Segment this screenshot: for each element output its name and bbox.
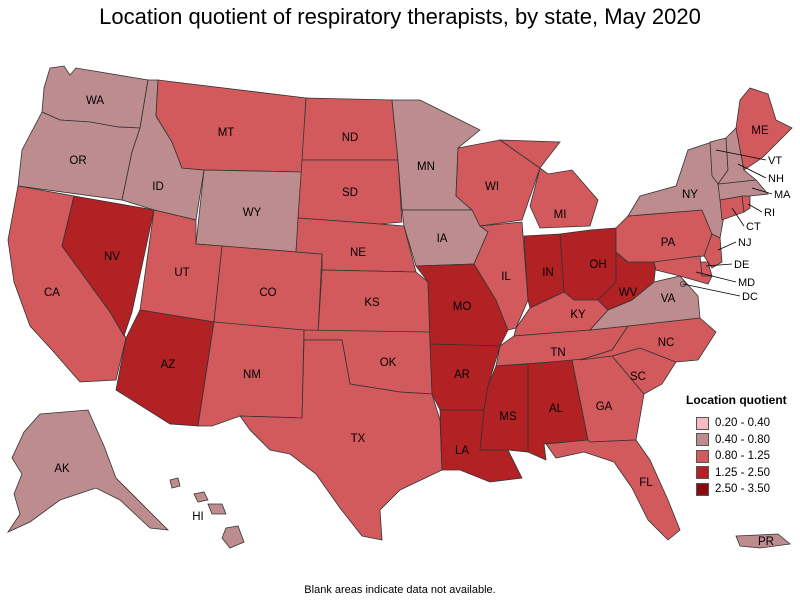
- state-label-ND: ND: [342, 132, 359, 144]
- legend-label: 0.40 - 0.80: [715, 433, 770, 446]
- state-PA: [615, 209, 713, 263]
- state-label-GA: GA: [596, 401, 613, 413]
- leader-line-DE: [705, 263, 733, 267]
- state-PR: [735, 533, 791, 549]
- legend-swatch: [696, 416, 709, 430]
- leader-line-NJ: [717, 241, 737, 251]
- state-label-FL: FL: [639, 477, 653, 489]
- state-label-NJ: NJ: [738, 237, 751, 249]
- state-label-MI: MI: [554, 209, 567, 221]
- state-label-CA: CA: [44, 287, 60, 299]
- legend-swatch: [696, 433, 709, 447]
- legend-swatch: [696, 466, 709, 480]
- state-label-AL: AL: [549, 403, 564, 415]
- legend-item: 0.20 - 0.40: [686, 415, 796, 432]
- state-label-WV: WV: [619, 287, 638, 299]
- state-label-VA: VA: [661, 293, 676, 305]
- state-label-VT: VT: [768, 155, 782, 167]
- state-label-PA: PA: [661, 237, 676, 249]
- state-label-WI: WI: [485, 181, 499, 193]
- state-label-NY: NY: [682, 189, 698, 201]
- state-label-ME: ME: [751, 125, 769, 137]
- state-ME: [735, 87, 793, 171]
- state-label-ID: ID: [152, 181, 164, 193]
- state-NC: [579, 317, 717, 363]
- state-MD: [653, 255, 713, 285]
- leader-line-NH: [737, 163, 767, 179]
- state-label-NM: NM: [243, 369, 261, 381]
- legend-item: 0.40 - 0.80: [686, 432, 796, 449]
- leader-line-MA: [751, 187, 773, 195]
- legend-title: Location quotient: [686, 393, 787, 407]
- state-label-IL: IL: [501, 271, 511, 283]
- state-AK: [6, 409, 170, 533]
- state-label-MS: MS: [499, 411, 517, 423]
- leader-line-CT: [731, 207, 745, 227]
- state-MT: [155, 79, 307, 173]
- state-OH: [559, 227, 617, 301]
- state-label-TN: TN: [550, 347, 565, 359]
- state-label-IA: IA: [437, 233, 448, 245]
- legend-label: 0.80 - 1.25: [715, 450, 770, 463]
- state-MI: [498, 139, 599, 229]
- legend-item: 1.25 - 2.50: [686, 465, 796, 482]
- footnote: Blank areas indicate data not available.: [304, 584, 496, 596]
- map-title: Location quotient of respiratory therapi…: [99, 4, 701, 29]
- state-label-UT: UT: [174, 267, 189, 279]
- leader-line-MD: [695, 271, 737, 283]
- state-label-NE: NE: [350, 247, 366, 259]
- state-label-AK: AK: [54, 463, 70, 475]
- legend-label: 0.20 - 0.40: [715, 417, 770, 430]
- state-label-MN: MN: [417, 161, 435, 173]
- state-label-CO: CO: [259, 287, 276, 299]
- state-TX: [239, 339, 443, 541]
- state-FL: [545, 439, 681, 541]
- state-label-AR: AR: [454, 369, 470, 381]
- legend-label: 1.25 - 2.50: [715, 466, 770, 479]
- state-IL: [473, 221, 529, 331]
- legend-label: 2.50 - 3.50: [715, 483, 770, 496]
- state-label-SC: SC: [630, 371, 646, 383]
- leader-line-RI: [747, 203, 763, 213]
- legend-item: 0.80 - 1.25: [686, 448, 796, 465]
- state-ND: [301, 97, 399, 161]
- legend-swatch: [696, 482, 709, 496]
- state-label-RI: RI: [764, 207, 775, 219]
- state-label-TX: TX: [351, 433, 366, 445]
- state-HI: [169, 477, 245, 549]
- state-label-LA: LA: [455, 445, 469, 457]
- state-label-NV: NV: [104, 251, 120, 263]
- state-label-NH: NH: [768, 173, 784, 185]
- state-label-KS: KS: [364, 297, 380, 309]
- state-label-OH: OH: [589, 259, 606, 271]
- state-label-IN: IN: [542, 267, 554, 279]
- state-label-SD: SD: [342, 187, 358, 199]
- state-label-DC: DC: [742, 291, 758, 303]
- state-label-CT: CT: [746, 221, 761, 233]
- leader-line-VT: [715, 149, 767, 161]
- state-label-OK: OK: [380, 357, 397, 369]
- state-label-HI: HI: [192, 511, 204, 523]
- state-label-MT: MT: [218, 127, 235, 139]
- legend-swatch: [696, 449, 709, 463]
- state-label-MD: MD: [738, 277, 755, 289]
- state-label-MO: MO: [453, 301, 472, 313]
- state-label-KY: KY: [570, 309, 586, 321]
- state-label-OR: OR: [69, 155, 86, 167]
- state-label-WA: WA: [86, 95, 104, 107]
- leader-line-DC: [682, 283, 741, 297]
- state-label-WY: WY: [243, 207, 262, 219]
- state-SD: [297, 159, 403, 225]
- state-label-AZ: AZ: [161, 359, 176, 371]
- state-label-MA: MA: [774, 189, 791, 201]
- state-label-NC: NC: [658, 337, 675, 349]
- map-legend: Location quotient 0.20 - 0.40 0.40 - 0.8…: [686, 393, 796, 498]
- legend-item: 2.50 - 3.50: [686, 481, 796, 498]
- state-label-DE: DE: [734, 259, 749, 271]
- state-label-PR: PR: [758, 536, 774, 548]
